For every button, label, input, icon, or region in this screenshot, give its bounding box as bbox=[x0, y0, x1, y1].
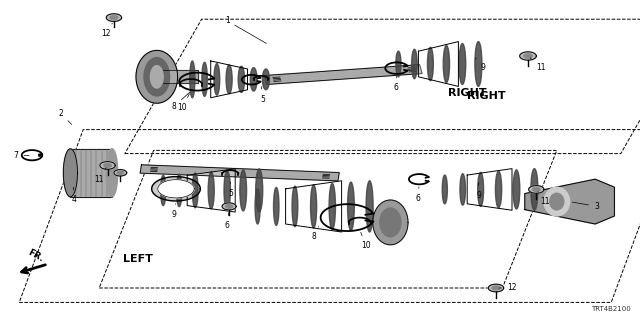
Polygon shape bbox=[488, 284, 504, 292]
Ellipse shape bbox=[208, 172, 214, 209]
Ellipse shape bbox=[495, 171, 502, 208]
Polygon shape bbox=[114, 170, 127, 176]
Ellipse shape bbox=[106, 149, 118, 197]
Ellipse shape bbox=[226, 65, 232, 94]
Text: RIGHT: RIGHT bbox=[467, 91, 506, 101]
Polygon shape bbox=[70, 149, 112, 197]
Polygon shape bbox=[492, 286, 500, 290]
Ellipse shape bbox=[550, 193, 564, 210]
Ellipse shape bbox=[255, 189, 260, 224]
Ellipse shape bbox=[150, 66, 163, 88]
Ellipse shape bbox=[256, 169, 263, 212]
Text: 6: 6 bbox=[225, 213, 230, 230]
Polygon shape bbox=[163, 70, 198, 83]
Polygon shape bbox=[529, 186, 544, 193]
Text: 9: 9 bbox=[476, 58, 486, 72]
Ellipse shape bbox=[444, 45, 449, 83]
Ellipse shape bbox=[136, 51, 178, 103]
Ellipse shape bbox=[144, 58, 170, 96]
Ellipse shape bbox=[380, 208, 401, 237]
Text: 2: 2 bbox=[58, 109, 72, 124]
Polygon shape bbox=[520, 52, 536, 60]
Ellipse shape bbox=[192, 173, 198, 208]
Polygon shape bbox=[525, 179, 614, 224]
Text: LEFT: LEFT bbox=[123, 254, 152, 264]
Ellipse shape bbox=[513, 170, 520, 209]
Polygon shape bbox=[140, 165, 339, 181]
Ellipse shape bbox=[310, 185, 317, 228]
Ellipse shape bbox=[292, 186, 298, 227]
Polygon shape bbox=[467, 169, 512, 210]
Ellipse shape bbox=[460, 174, 465, 205]
Ellipse shape bbox=[348, 182, 355, 231]
Polygon shape bbox=[211, 61, 248, 98]
Ellipse shape bbox=[250, 68, 257, 91]
Ellipse shape bbox=[366, 181, 373, 232]
Polygon shape bbox=[532, 188, 540, 191]
Ellipse shape bbox=[531, 169, 538, 210]
Text: 9: 9 bbox=[172, 204, 177, 219]
Ellipse shape bbox=[238, 66, 244, 92]
Ellipse shape bbox=[240, 170, 246, 211]
Ellipse shape bbox=[372, 200, 408, 245]
Ellipse shape bbox=[329, 183, 335, 229]
Ellipse shape bbox=[214, 64, 220, 95]
Polygon shape bbox=[188, 169, 236, 212]
Text: TRT4B2100: TRT4B2100 bbox=[591, 306, 630, 312]
Ellipse shape bbox=[189, 61, 195, 98]
Ellipse shape bbox=[475, 42, 482, 86]
Text: 6: 6 bbox=[393, 76, 398, 92]
Text: 11: 11 bbox=[95, 168, 106, 184]
Text: 8: 8 bbox=[172, 92, 190, 111]
Text: 12: 12 bbox=[101, 23, 113, 38]
Ellipse shape bbox=[177, 174, 182, 207]
Text: 11: 11 bbox=[538, 192, 550, 206]
Text: 9: 9 bbox=[476, 183, 481, 200]
Text: 8: 8 bbox=[311, 227, 319, 241]
Ellipse shape bbox=[262, 69, 269, 90]
Text: 5: 5 bbox=[260, 87, 265, 104]
Ellipse shape bbox=[477, 172, 484, 206]
Polygon shape bbox=[110, 16, 118, 20]
Ellipse shape bbox=[202, 62, 207, 96]
Text: 4: 4 bbox=[71, 187, 76, 204]
Ellipse shape bbox=[161, 175, 166, 205]
Ellipse shape bbox=[273, 188, 279, 225]
Text: 3: 3 bbox=[572, 202, 599, 211]
Polygon shape bbox=[158, 180, 195, 198]
Text: 10: 10 bbox=[361, 232, 371, 250]
Polygon shape bbox=[152, 177, 200, 201]
Polygon shape bbox=[106, 14, 122, 21]
Ellipse shape bbox=[63, 149, 77, 197]
Polygon shape bbox=[524, 54, 532, 58]
Ellipse shape bbox=[412, 49, 417, 79]
Polygon shape bbox=[419, 42, 458, 86]
Polygon shape bbox=[285, 181, 342, 232]
Polygon shape bbox=[117, 171, 124, 174]
Polygon shape bbox=[264, 65, 422, 84]
Text: 7: 7 bbox=[13, 151, 29, 160]
Text: FR.: FR. bbox=[26, 248, 45, 264]
Ellipse shape bbox=[396, 51, 401, 77]
Text: RIGHT: RIGHT bbox=[448, 88, 486, 98]
Ellipse shape bbox=[459, 44, 466, 84]
Polygon shape bbox=[100, 162, 115, 169]
Text: 12: 12 bbox=[499, 284, 516, 292]
Text: 11: 11 bbox=[530, 58, 545, 72]
Polygon shape bbox=[226, 205, 233, 208]
Text: 5: 5 bbox=[228, 182, 233, 198]
Text: 10: 10 bbox=[177, 94, 189, 112]
Text: 6: 6 bbox=[415, 187, 420, 203]
Ellipse shape bbox=[224, 171, 230, 210]
Text: 1: 1 bbox=[225, 16, 266, 44]
Ellipse shape bbox=[544, 187, 570, 216]
Ellipse shape bbox=[428, 47, 433, 81]
Ellipse shape bbox=[442, 175, 447, 204]
Polygon shape bbox=[104, 164, 111, 167]
Polygon shape bbox=[222, 203, 236, 210]
